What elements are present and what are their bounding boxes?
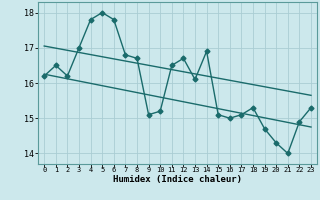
X-axis label: Humidex (Indice chaleur): Humidex (Indice chaleur) [113,175,242,184]
